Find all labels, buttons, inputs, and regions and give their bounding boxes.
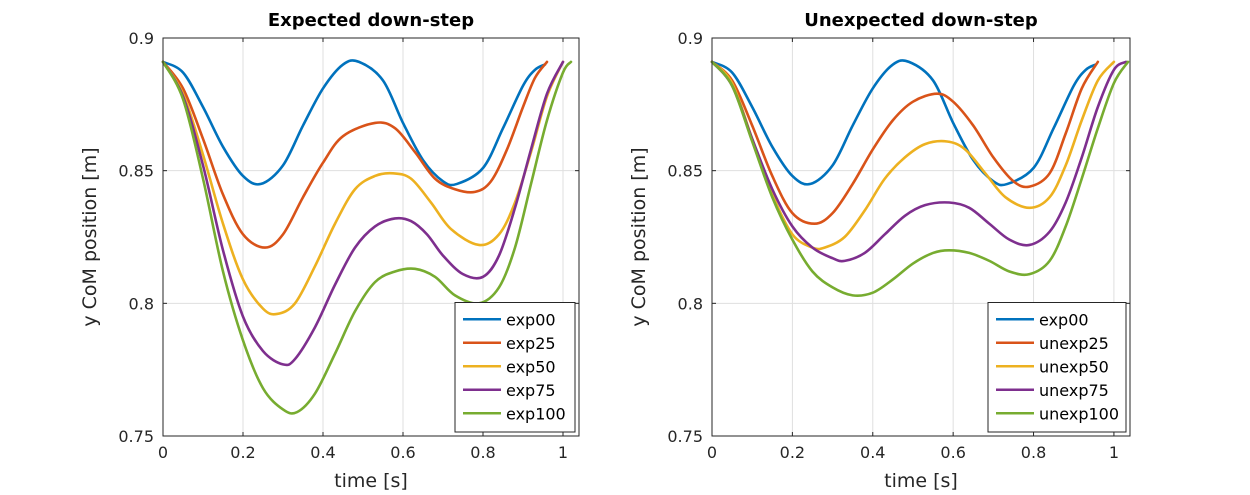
legend-entry: exp75 xyxy=(506,381,556,400)
x-tick-label: 0.8 xyxy=(470,443,495,462)
x-tick-label: 0 xyxy=(158,443,168,462)
y-axis-label: y CoM position [m] xyxy=(628,147,650,326)
chart-unexpected-down-step: 0 0.2 0.4 0.6 0.8 1 0.75 0.8 0.85 0.9 Unexpected … xyxy=(628,10,1131,492)
legend-entry: exp100 xyxy=(506,404,566,423)
legend-entry: unexp50 xyxy=(1039,357,1109,376)
series-line-exp00 xyxy=(710,59,1098,187)
x-tick-label: 0.4 xyxy=(310,443,335,462)
legend: exp00 exp25 exp50 exp75 exp100 xyxy=(454,302,576,433)
series-line-unexp25 xyxy=(710,60,1100,226)
legend-entry: unexp75 xyxy=(1039,381,1109,400)
series-line-exp25 xyxy=(161,60,549,249)
x-tick-label: 0.6 xyxy=(390,443,415,462)
tick-marks xyxy=(711,37,1130,437)
x-axis-label: time [s] xyxy=(334,470,408,492)
y-tick-label: 0.75 xyxy=(118,427,154,446)
y-axis-label: y CoM position [m] xyxy=(79,147,101,326)
y-tick-label: 0.8 xyxy=(678,294,703,313)
tick-labels: 0 0.2 0.4 0.6 0.8 1 0.75 0.8 0.85 0.9 xyxy=(667,29,1119,462)
legend-entry: exp50 xyxy=(506,357,556,376)
y-tick-label: 0.85 xyxy=(118,162,154,181)
chart-title: Expected down-step xyxy=(268,10,474,31)
tick-labels: 0 0.2 0.4 0.6 0.8 1 0.75 0.8 0.85 0.9 xyxy=(118,29,568,462)
chart-expected-down-step: 0 0.2 0.4 0.6 0.8 1 0.75 0.8 0.85 0.9 Expected do… xyxy=(79,10,580,492)
x-tick-label: 0 xyxy=(707,443,717,462)
x-tick-label: 0.2 xyxy=(780,443,805,462)
y-tick-label: 0.75 xyxy=(667,427,703,446)
series-line-exp00 xyxy=(161,59,547,187)
series-lines xyxy=(161,59,573,415)
series-line-unexp75 xyxy=(710,60,1128,263)
x-tick-label: 1 xyxy=(1109,443,1119,462)
y-tick-label: 0.9 xyxy=(678,29,703,48)
x-tick-label: 1 xyxy=(558,443,568,462)
legend-entry: unexp25 xyxy=(1039,334,1109,353)
x-axis-label: time [s] xyxy=(884,470,958,492)
legend: exp00 unexp25 unexp50 unexp75 unexp100 xyxy=(987,302,1127,433)
axes-box xyxy=(711,37,1131,437)
series-line-unexp100 xyxy=(710,60,1130,298)
x-tick-label: 0.2 xyxy=(230,443,255,462)
x-tick-label: 0.6 xyxy=(940,443,965,462)
legend-entry: exp00 xyxy=(1039,310,1089,329)
legend-entry: exp00 xyxy=(506,310,556,329)
series-line-exp100 xyxy=(161,60,573,415)
chart-title: Unexpected down-step xyxy=(804,10,1038,31)
y-tick-label: 0.85 xyxy=(667,162,703,181)
x-tick-label: 0.8 xyxy=(1021,443,1046,462)
y-tick-label: 0.8 xyxy=(129,294,154,313)
legend-entry: unexp100 xyxy=(1039,404,1119,423)
series-line-exp50 xyxy=(161,60,565,316)
x-tick-label: 0.4 xyxy=(860,443,885,462)
series-line-exp75 xyxy=(161,60,565,367)
y-tick-label: 0.9 xyxy=(129,29,154,48)
legend-entry: exp25 xyxy=(506,334,556,353)
axes-box xyxy=(162,37,580,437)
tick-marks xyxy=(162,37,579,437)
series-lines xyxy=(710,59,1130,298)
